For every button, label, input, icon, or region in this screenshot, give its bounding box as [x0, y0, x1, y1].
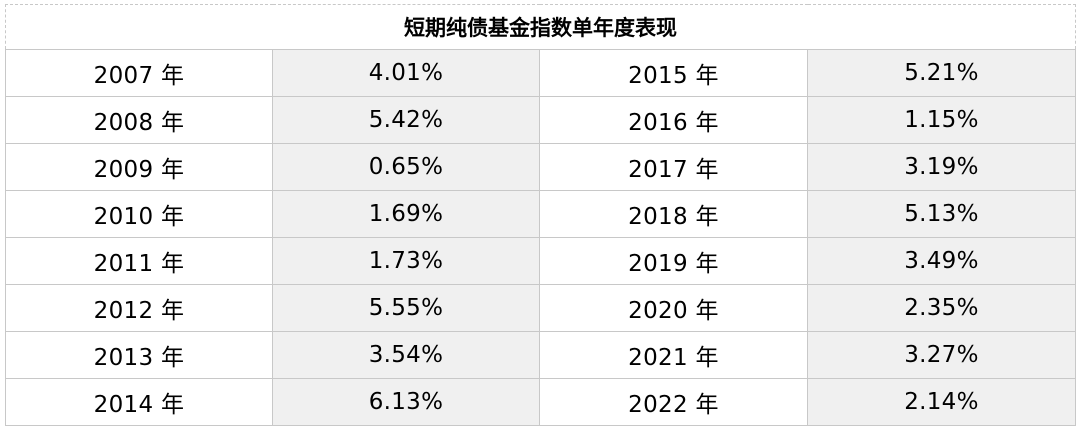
right-year-cell: 2021 年 — [539, 331, 808, 379]
table-row: 2009 年 0.65% 2017 年 3.19% — [5, 143, 1076, 191]
left-value-cell: 5.42% — [272, 96, 540, 144]
table-row: 2013 年 3.54% 2021 年 3.27% — [5, 331, 1076, 379]
left-year-cell: 2008 年 — [5, 96, 273, 144]
right-year-cell: 2016 年 — [539, 96, 808, 144]
left-year-cell: 2013 年 — [5, 331, 273, 379]
right-year-cell: 2022 年 — [539, 378, 808, 426]
left-value-cell: 6.13% — [272, 378, 540, 426]
right-year-cell: 2019 年 — [539, 237, 808, 285]
left-value-cell: 0.65% — [272, 143, 540, 191]
table-row: 2011 年 1.73% 2019 年 3.49% — [5, 237, 1076, 285]
right-year-cell: 2017 年 — [539, 143, 808, 191]
left-year-cell: 2009 年 — [5, 143, 273, 191]
right-value-cell: 2.35% — [807, 284, 1076, 332]
right-value-cell: 3.27% — [807, 331, 1076, 379]
right-value-cell: 3.49% — [807, 237, 1076, 285]
right-value-cell: 3.19% — [807, 143, 1076, 191]
right-value-cell: 1.15% — [807, 96, 1076, 144]
table-body: 2007 年 4.01% 2015 年 5.21% 2008 年 5.42% 2… — [5, 49, 1076, 426]
left-value-cell: 1.73% — [272, 237, 540, 285]
table-title-row: 短期纯债基金指数单年度表现 — [5, 4, 1076, 50]
right-year-cell: 2015 年 — [539, 49, 808, 97]
left-value-cell: 1.69% — [272, 190, 540, 238]
left-year-cell: 2010 年 — [5, 190, 273, 238]
left-value-cell: 3.54% — [272, 331, 540, 379]
table-row: 2007 年 4.01% 2015 年 5.21% — [5, 49, 1076, 97]
left-year-cell: 2012 年 — [5, 284, 273, 332]
right-value-cell: 2.14% — [807, 378, 1076, 426]
right-year-cell: 2020 年 — [539, 284, 808, 332]
left-value-cell: 4.01% — [272, 49, 540, 97]
right-value-cell: 5.13% — [807, 190, 1076, 238]
left-year-cell: 2007 年 — [5, 49, 273, 97]
left-year-cell: 2011 年 — [5, 237, 273, 285]
table-row: 2014 年 6.13% 2022 年 2.14% — [5, 378, 1076, 426]
right-value-cell: 5.21% — [807, 49, 1076, 97]
table-row: 2012 年 5.55% 2020 年 2.35% — [5, 284, 1076, 332]
annual-performance-table-container: 短期纯债基金指数单年度表现 2007 年 4.01% 2015 年 5.21% … — [5, 4, 1076, 426]
left-value-cell: 5.55% — [272, 284, 540, 332]
left-year-cell: 2014 年 — [5, 378, 273, 426]
annual-performance-table: 短期纯债基金指数单年度表现 2007 年 4.01% 2015 年 5.21% … — [5, 4, 1076, 426]
table-title: 短期纯债基金指数单年度表现 — [5, 4, 1076, 50]
table-row: 2010 年 1.69% 2018 年 5.13% — [5, 190, 1076, 238]
right-year-cell: 2018 年 — [539, 190, 808, 238]
table-row: 2008 年 5.42% 2016 年 1.15% — [5, 96, 1076, 144]
